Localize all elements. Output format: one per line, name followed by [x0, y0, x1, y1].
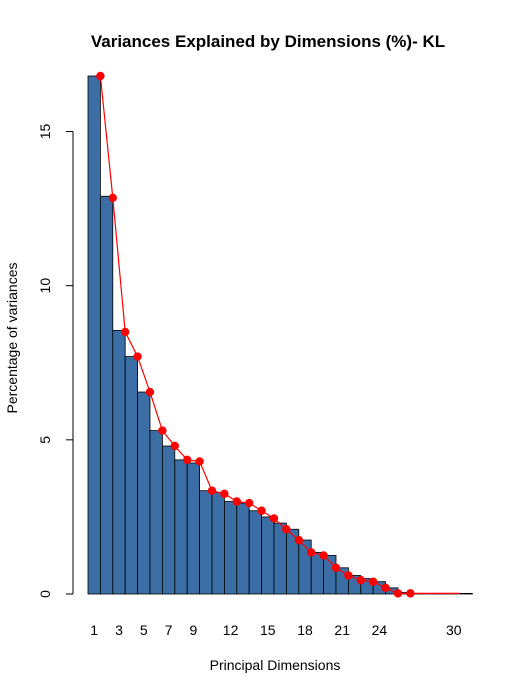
- bar: [186, 462, 200, 595]
- trend-point: [121, 327, 130, 337]
- trend-point: [158, 426, 167, 435]
- trend-point: [369, 577, 378, 586]
- trend-point: [307, 548, 316, 557]
- trend-point: [183, 455, 192, 465]
- bar: [149, 430, 163, 595]
- bar: [248, 510, 262, 595]
- trend-point: [133, 352, 142, 361]
- trend-point: [331, 563, 341, 572]
- y-tick-label: 15: [37, 124, 53, 140]
- bar: [273, 522, 287, 595]
- x-tick-label: 5: [140, 622, 148, 638]
- trend-point: [245, 498, 254, 508]
- x-tick-label: 24: [372, 622, 388, 638]
- trend-point: [319, 551, 328, 560]
- x-tick-label: 18: [297, 622, 313, 638]
- y-tick-label: 0: [37, 590, 53, 598]
- trend-point: [393, 589, 403, 598]
- trend-point: [96, 71, 105, 81]
- trend-point: [195, 457, 204, 466]
- trend-point: [108, 193, 118, 202]
- bars: [87, 75, 473, 595]
- bar: [223, 501, 238, 595]
- trend-point: [406, 589, 415, 598]
- bar: [261, 516, 275, 595]
- x-tick-label: 9: [190, 622, 198, 638]
- bar: [100, 195, 114, 595]
- trend-line-group: [96, 71, 460, 598]
- x-axis-label: Principal Dimensions: [210, 657, 341, 673]
- trend-point: [344, 571, 353, 580]
- x-tick-label: 21: [334, 622, 350, 638]
- bar: [199, 490, 213, 595]
- trend-point: [294, 535, 303, 545]
- bar: [87, 75, 101, 595]
- bar: [137, 391, 151, 595]
- bar: [124, 356, 138, 595]
- trend-point: [257, 506, 266, 515]
- trend-point: [282, 525, 291, 534]
- y-tick-label: 10: [37, 278, 53, 294]
- trend-point: [170, 441, 179, 451]
- x-tick-label: 3: [115, 622, 123, 638]
- x-tick-label: 1: [90, 622, 98, 638]
- y-tick-label: 5: [37, 436, 53, 444]
- trend-point: [356, 575, 365, 585]
- bar: [459, 592, 473, 595]
- trend-point: [269, 514, 279, 523]
- trend-point: [381, 583, 390, 593]
- trend-point: [207, 486, 217, 495]
- x-tick-label: 12: [223, 622, 239, 638]
- y-axis: 0 5 10 15: [37, 124, 74, 598]
- bar: [161, 445, 176, 595]
- x-axis: 1 3 5 7 9 12 15 18 21 24 30: [90, 622, 461, 638]
- bar: [174, 459, 188, 595]
- bar: [112, 329, 126, 595]
- trend-point: [145, 387, 155, 397]
- y-axis-label: Percentage of variances: [4, 263, 20, 414]
- x-tick-label: 30: [446, 622, 462, 638]
- bar: [298, 539, 312, 595]
- x-tick-label: 15: [260, 622, 276, 638]
- trend-point: [232, 497, 241, 506]
- trend-point: [220, 489, 229, 498]
- bar: [211, 491, 225, 595]
- chart-title: Variances Explained by Dimensions (%)- K…: [91, 32, 445, 51]
- bar: [236, 502, 250, 595]
- x-tick-label: 7: [165, 622, 173, 638]
